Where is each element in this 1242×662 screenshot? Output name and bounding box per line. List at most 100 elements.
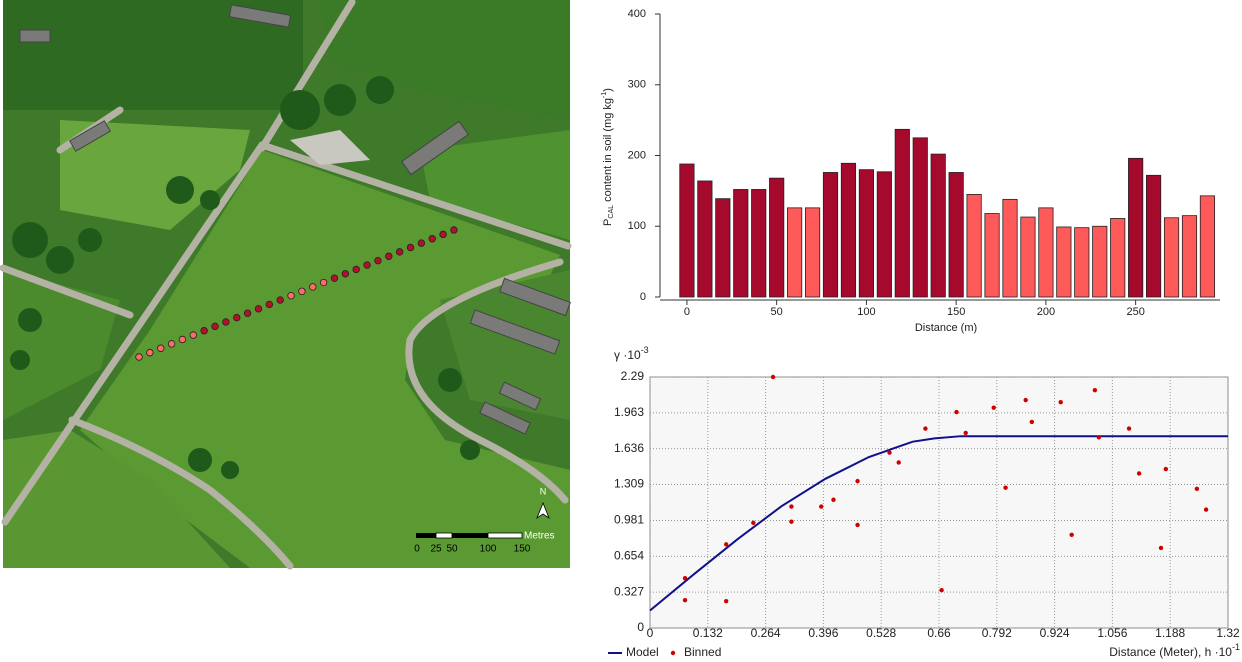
y-tick-label: 400	[628, 8, 646, 20]
bar	[1075, 228, 1089, 297]
sample-point	[407, 244, 414, 251]
y-axis-label-part: content in soil (mg kg	[602, 98, 614, 205]
legend-label: Model	[626, 645, 659, 659]
y-tick-label: 1.636	[614, 441, 644, 455]
y-axis-label-part: )	[602, 88, 614, 92]
bar	[1182, 216, 1196, 297]
binned-point	[1003, 486, 1007, 490]
bar	[1039, 208, 1053, 297]
bar	[949, 172, 963, 297]
x-tick-label: 0.396	[808, 626, 838, 640]
sample-point	[277, 297, 284, 304]
x-tick-label: 0	[684, 306, 690, 318]
binned-point	[683, 576, 687, 580]
binned-point	[1164, 467, 1168, 471]
binned-point	[724, 599, 728, 603]
legend-label: Binned	[684, 645, 721, 659]
bar	[1021, 217, 1035, 297]
bar	[1146, 175, 1160, 297]
sample-point	[375, 257, 382, 264]
sample-point	[353, 266, 360, 273]
bar	[734, 189, 748, 297]
sample-point	[320, 279, 327, 286]
binned-point	[1137, 471, 1141, 475]
binned-point	[897, 460, 901, 464]
y-tick-label: 200	[628, 149, 646, 161]
scale-unit: Metres	[524, 531, 555, 542]
x-tick-label: 0.528	[866, 626, 896, 640]
sample-point	[364, 262, 371, 269]
bar	[823, 172, 837, 297]
x-axis-label: Distance (m)	[915, 322, 977, 334]
bar	[1057, 227, 1071, 297]
y-tick-label: 0.654	[614, 548, 644, 562]
binned-point	[819, 504, 823, 508]
binned-point	[964, 431, 968, 435]
bar	[1093, 226, 1107, 297]
bar	[698, 181, 712, 297]
y-axis-label: γ ·10-3	[614, 345, 649, 362]
binned-point	[789, 504, 793, 508]
sample-point	[342, 270, 349, 277]
x-tick-label: 100	[857, 306, 875, 318]
sample-point	[266, 301, 273, 308]
y-axis-label: PCAL content in soil (mg kg-1)	[601, 88, 615, 226]
binned-point	[771, 375, 775, 379]
binned-point	[1030, 420, 1034, 424]
binned-point	[1204, 507, 1208, 511]
binned-point	[939, 588, 943, 592]
bar	[1003, 199, 1017, 297]
binned-point	[789, 519, 793, 523]
y-axis-label-sub: CAL	[608, 205, 615, 219]
x-tick-label: 0.792	[982, 626, 1012, 640]
bar	[985, 214, 999, 297]
sample-point	[309, 284, 316, 291]
sample-point	[396, 249, 403, 256]
bar	[967, 194, 981, 297]
sample-point	[288, 292, 295, 299]
x-tick-label: 1.32	[1216, 626, 1240, 640]
bar	[787, 208, 801, 297]
bar	[716, 199, 730, 297]
x-tick-label: 0.132	[693, 626, 723, 640]
bar	[931, 154, 945, 297]
binned-point	[855, 479, 859, 483]
binned-point	[683, 598, 687, 602]
bar	[680, 164, 694, 297]
sample-point	[429, 235, 436, 242]
binned-point	[992, 405, 996, 409]
sample-point	[179, 336, 186, 343]
bar	[805, 208, 819, 297]
bar	[1128, 158, 1142, 297]
binned-point	[954, 410, 958, 414]
sample-point	[201, 327, 208, 334]
y-tick-label: 2.29	[621, 369, 645, 383]
y-axis-label-part: P	[602, 219, 614, 226]
binned-point	[1097, 435, 1101, 439]
x-tick-label: 0	[647, 626, 654, 640]
scale-label: 0	[414, 544, 420, 555]
x-tick-label: 150	[947, 306, 965, 318]
page: N Metres 0 25 50 100 150 Distance (m) PC…	[0, 0, 1242, 662]
binned-point	[1195, 487, 1199, 491]
y-tick-label: 0	[637, 620, 644, 634]
x-axis-label-sup: -1	[1232, 642, 1240, 652]
binned-point	[831, 498, 835, 502]
binned-point	[1069, 533, 1073, 537]
y-tick-label: 100	[628, 220, 646, 232]
y-tick-label: 1.963	[614, 405, 644, 419]
x-tick-label: 200	[1037, 306, 1055, 318]
north-label: N	[540, 486, 547, 496]
x-tick-label: 250	[1126, 306, 1144, 318]
bar	[913, 138, 927, 297]
y-tick-label: 0.327	[614, 584, 644, 598]
sample-point	[157, 345, 164, 352]
scale-label: 100	[480, 544, 497, 555]
aerial-image: N Metres 0 25 50 100 150	[3, 0, 570, 568]
sample-point	[331, 275, 338, 282]
binned-point	[751, 521, 755, 525]
binned-point	[1159, 546, 1163, 550]
sample-point	[233, 314, 240, 321]
sample-point	[440, 231, 447, 238]
binned-point	[923, 426, 927, 430]
